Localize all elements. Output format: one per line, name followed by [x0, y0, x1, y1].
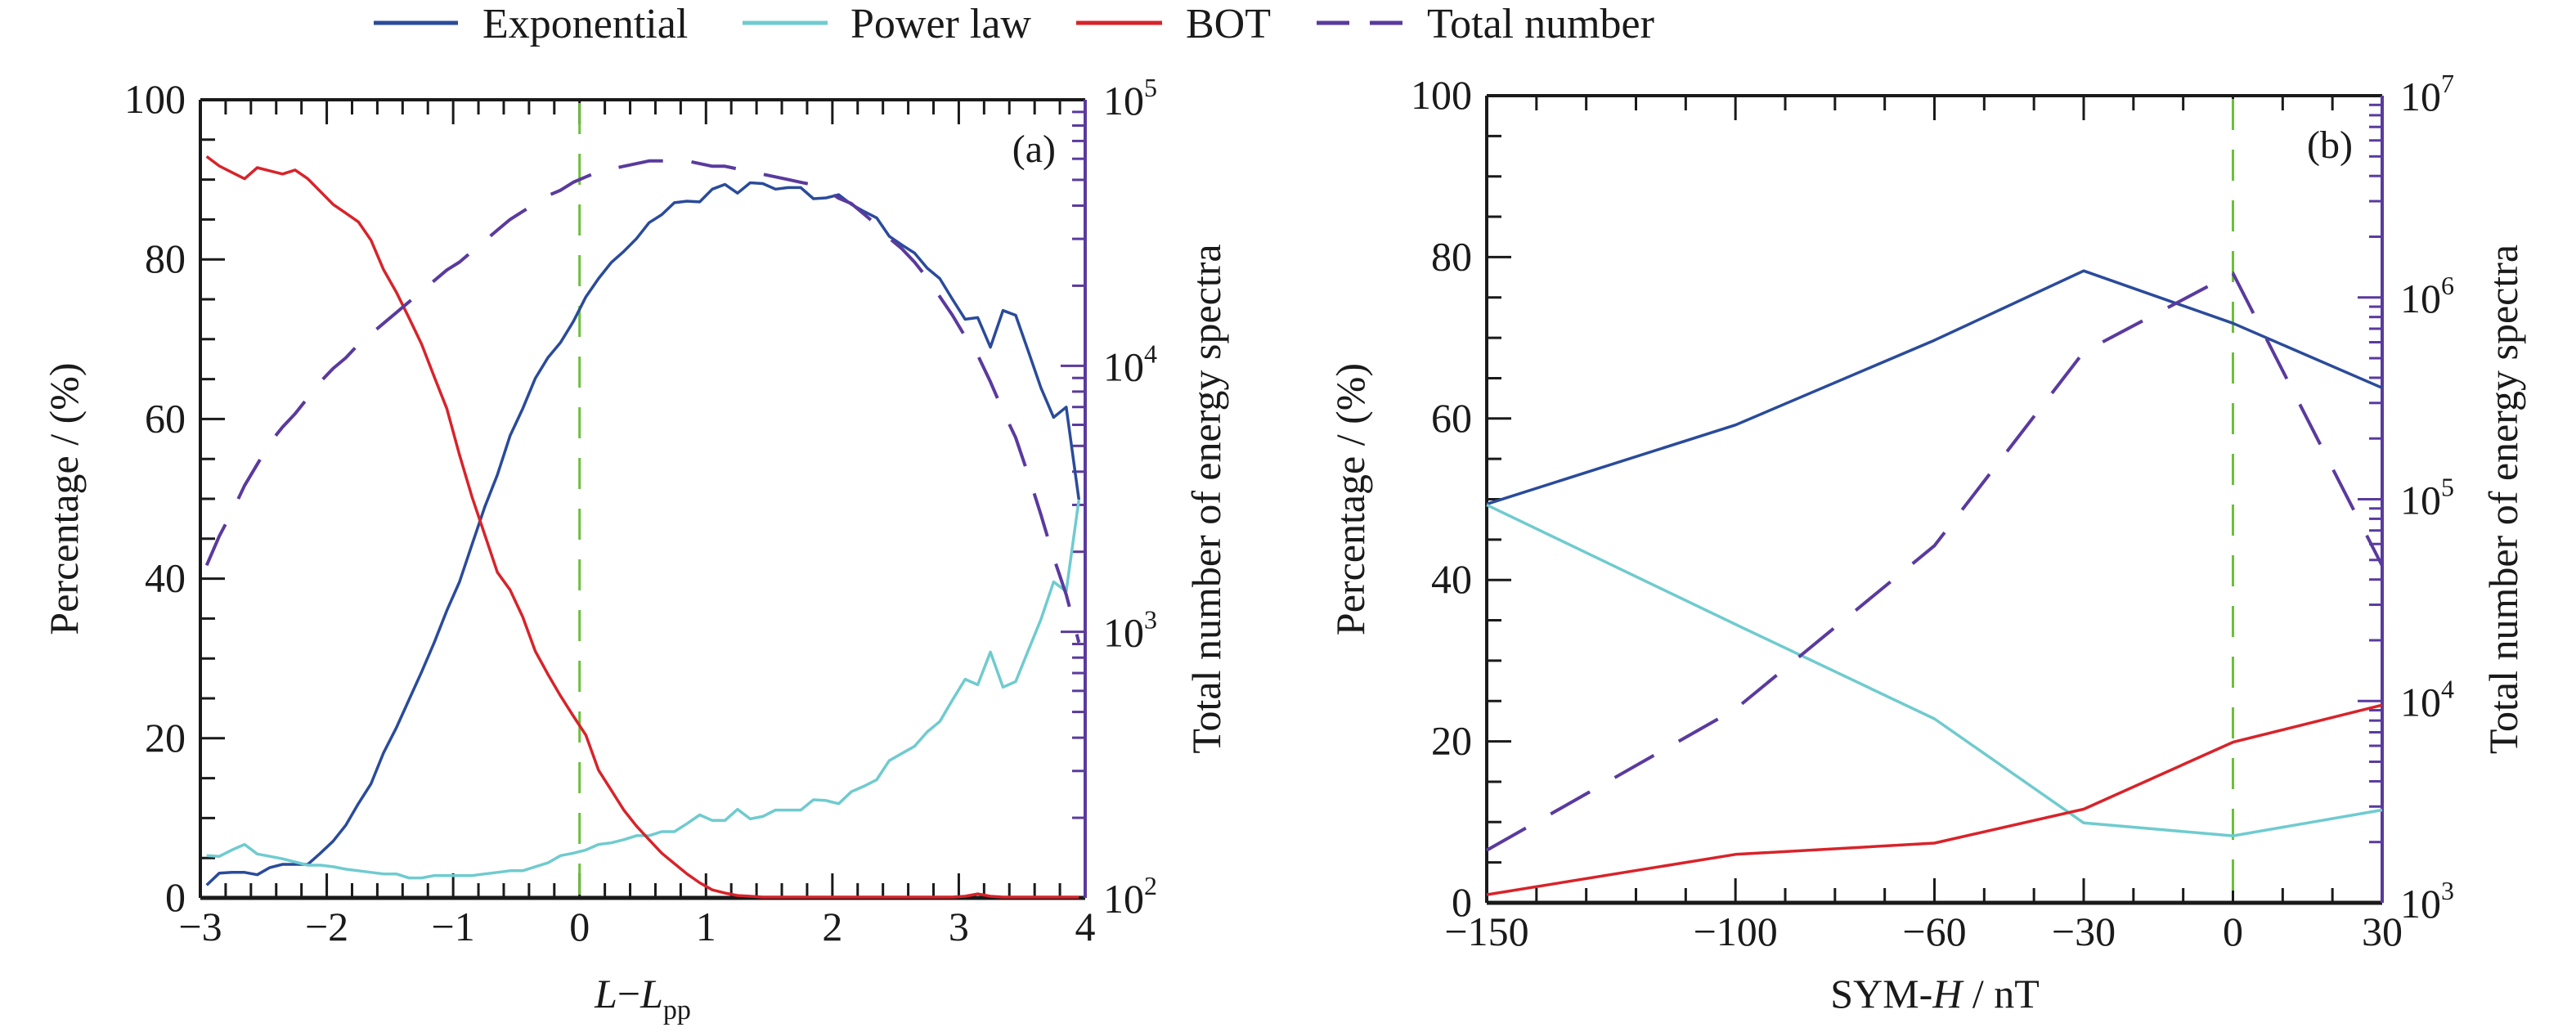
x-tick-label: −2	[305, 904, 348, 949]
right-tick-exponent: 4	[1144, 339, 1157, 368]
x-title-var: L	[594, 971, 617, 1016]
y-axis-title: Percentage / (%)	[1327, 363, 1373, 635]
series-exponential	[1486, 269, 2383, 506]
x-axis-title: SYM-H / nT	[1830, 971, 2040, 1016]
right-y-axis-title: Total number of energy spectra	[1183, 244, 1229, 753]
right-tick-label: 107	[2400, 69, 2454, 119]
panel-label: (a)	[1012, 128, 1056, 171]
y-axis-title: Percentage / (%)	[41, 362, 87, 635]
x-title-minus: −	[617, 971, 640, 1016]
x-title-var2: L	[640, 971, 663, 1016]
legend-label: Exponential	[482, 1, 688, 47]
y-tick-label: 20	[145, 715, 186, 761]
right-tick-label: 103	[2400, 876, 2454, 927]
series-line	[204, 159, 1081, 644]
right-tick-base: 10	[2400, 881, 2441, 927]
x-tick-label: −1	[432, 904, 475, 949]
panel-a: −3 −2 −1 0 1 2 3 4020406080100102103104105(a)Pe…	[41, 73, 1229, 1025]
right-tick-exponent: 2	[1144, 871, 1157, 900]
legend-label: Total number	[1427, 1, 1654, 47]
series-line	[1486, 703, 2383, 896]
right-tick-exponent: 5	[2441, 473, 2454, 502]
right-tick-label: 105	[1103, 73, 1157, 123]
legend-item-exponential: Exponential	[374, 1, 688, 47]
x-title-prefix: SYM-	[1830, 971, 1932, 1016]
x-tick-label: 0	[569, 904, 590, 949]
right-y-axis-title: Total number of energy spectra	[2480, 245, 2526, 754]
series-line	[206, 499, 1081, 880]
series-line	[205, 181, 1081, 886]
y-tick-label: 20	[1431, 718, 1472, 764]
right-tick-base: 10	[2400, 478, 2441, 523]
right-tick-label: 106	[2400, 271, 2454, 321]
right-tick-exponent: 4	[2441, 674, 2454, 703]
y-tick-label: 0	[1452, 879, 1472, 925]
legend-item-bot: BOT	[1076, 1, 1271, 47]
legend-label: Power law	[850, 1, 1031, 47]
x-tick-label: 4	[1075, 904, 1096, 949]
y-tick-label: 0	[165, 874, 186, 920]
legend-item-total-number: Total number	[1317, 1, 1654, 47]
y-tick-label: 60	[1431, 395, 1472, 441]
right-tick-label: 105	[2400, 473, 2454, 523]
series-power-law	[1486, 503, 2383, 837]
y-tick-label: 100	[124, 76, 186, 122]
series-total-number	[1486, 271, 2384, 852]
right-tick-base: 10	[1103, 78, 1144, 123]
panel-b: −150 −100 −60 −30 0 3002040608010010310410510…	[1327, 69, 2526, 1016]
right-tick-label: 104	[1103, 339, 1157, 389]
right-tick-label: 103	[1103, 605, 1157, 656]
series-line	[1486, 269, 2383, 506]
panel-label: (b)	[2307, 123, 2353, 167]
x-tick-label: 0	[2223, 909, 2243, 954]
x-tick-label: −150	[1444, 909, 1528, 954]
right-tick-base: 10	[2400, 74, 2441, 119]
right-tick-base: 10	[1103, 876, 1144, 922]
right-tick-base: 10	[1103, 610, 1144, 656]
y-tick-label: 100	[1411, 72, 1472, 118]
y-tick-label: 40	[145, 555, 186, 601]
right-tick-exponent: 3	[1144, 605, 1157, 635]
x-tick-label: −100	[1694, 909, 1778, 954]
right-tick-label: 104	[2400, 674, 2454, 725]
x-tick-label: 1	[696, 904, 716, 949]
x-title-unit: / nT	[1962, 971, 2039, 1016]
right-tick-exponent: 7	[2441, 69, 2454, 98]
x-tick-label: −3	[178, 904, 222, 949]
legend-item-power-law: Power law	[743, 1, 1031, 47]
x-title-var: H	[1932, 971, 1964, 1016]
series-total-number	[204, 159, 1081, 644]
series-line	[205, 155, 1079, 899]
right-tick-exponent: 3	[2441, 876, 2454, 905]
series-bot	[205, 155, 1079, 899]
series-line	[1486, 503, 2383, 837]
right-tick-base: 10	[1103, 343, 1144, 389]
right-tick-exponent: 5	[1144, 73, 1157, 102]
series-bot	[1486, 703, 2383, 896]
x-tick-label: 30	[2362, 909, 2403, 954]
y-tick-label: 40	[1431, 556, 1472, 602]
right-tick-base: 10	[2400, 679, 2441, 725]
right-tick-base: 10	[2400, 276, 2441, 321]
x-axis-title: L−Lpp	[594, 971, 691, 1025]
y-tick-label: 80	[145, 236, 186, 281]
x-tick-label: 3	[949, 904, 969, 949]
legend: Exponential Power law BOT Total number	[374, 1, 1654, 47]
right-tick-label: 102	[1103, 871, 1157, 922]
y-tick-label: 60	[145, 395, 186, 441]
x-title-subscript: pp	[663, 995, 691, 1025]
x-tick-label: 2	[822, 904, 842, 949]
x-tick-label: −30	[2052, 909, 2116, 954]
series-power-law	[206, 499, 1081, 880]
y-tick-label: 80	[1431, 233, 1472, 279]
legend-label: BOT	[1186, 1, 1271, 47]
right-tick-exponent: 6	[2441, 271, 2454, 300]
series-line	[1486, 271, 2384, 852]
series-exponential	[205, 181, 1081, 886]
x-tick-label: −60	[1902, 909, 1966, 954]
